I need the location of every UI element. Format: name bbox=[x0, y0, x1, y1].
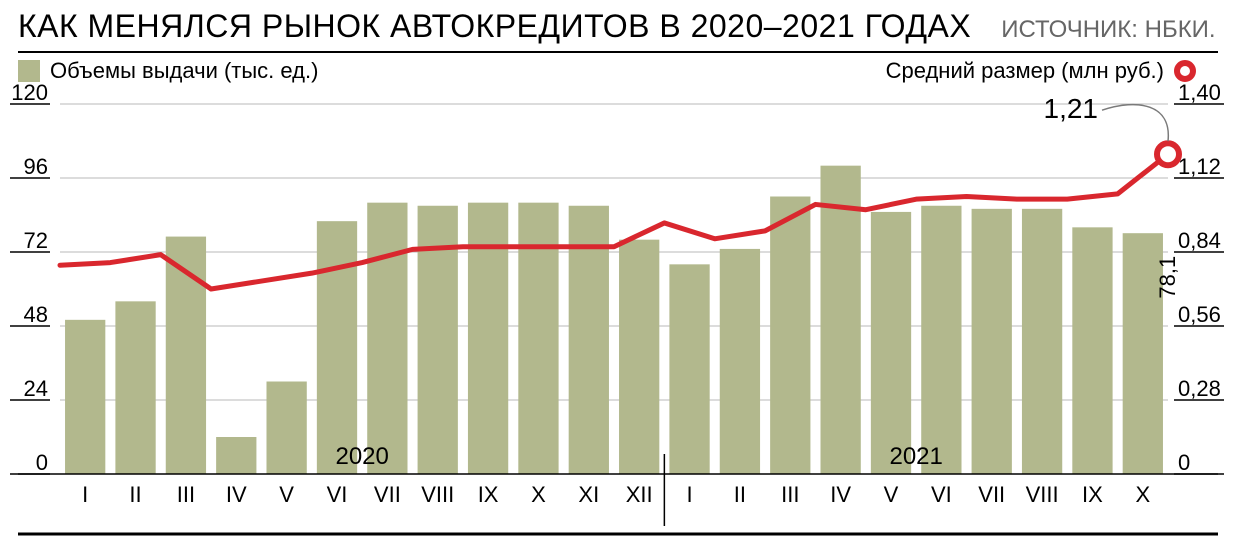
x-category-label: I bbox=[82, 482, 88, 507]
x-category-label: III bbox=[781, 482, 799, 507]
bar bbox=[820, 166, 860, 474]
yleft-tick-label: 96 bbox=[24, 154, 48, 179]
bar bbox=[518, 203, 558, 474]
x-category-label: XII bbox=[626, 482, 653, 507]
bar bbox=[1072, 227, 1112, 474]
x-category-label: V bbox=[279, 482, 294, 507]
x-category-label: IV bbox=[830, 482, 851, 507]
x-category-label: III bbox=[177, 482, 195, 507]
line-end-marker-icon bbox=[1157, 143, 1179, 165]
x-category-label: X bbox=[1135, 482, 1150, 507]
x-category-label: II bbox=[129, 482, 141, 507]
x-category-label: II bbox=[734, 482, 746, 507]
bar bbox=[871, 212, 911, 474]
yright-tick-label: 0,84 bbox=[1178, 228, 1221, 253]
year-label-right: 2021 bbox=[889, 443, 942, 470]
yright-tick-label: 0,56 bbox=[1178, 302, 1221, 327]
x-category-label: V bbox=[884, 482, 899, 507]
x-category-label: XI bbox=[578, 482, 599, 507]
x-category-label: IX bbox=[478, 482, 499, 507]
bar bbox=[619, 240, 659, 474]
chart-root: КАК МЕНЯЛСЯ РЫНОК АВТОКРЕДИТОВ В 2020–20… bbox=[0, 0, 1236, 543]
yright-tick-label: 1,40 bbox=[1178, 80, 1221, 105]
x-category-label: I bbox=[686, 482, 692, 507]
bar bbox=[720, 249, 760, 474]
bar bbox=[669, 264, 709, 474]
bar bbox=[468, 203, 508, 474]
bar bbox=[1022, 209, 1062, 474]
yleft-tick-label: 72 bbox=[24, 228, 48, 253]
bar bbox=[216, 437, 256, 474]
bar bbox=[972, 209, 1012, 474]
bar bbox=[65, 320, 105, 474]
x-category-label: VIII bbox=[421, 482, 454, 507]
year-label-left: 2020 bbox=[335, 443, 388, 470]
yright-tick-label: 1,12 bbox=[1178, 154, 1221, 179]
x-category-label: VI bbox=[327, 482, 348, 507]
x-category-label: VII bbox=[374, 482, 401, 507]
line-callout-label: 1,21 bbox=[1044, 93, 1099, 124]
bar bbox=[367, 203, 407, 474]
yleft-tick-label: 48 bbox=[24, 302, 48, 327]
chart-svg: 00240,28480,56720,84961,121201,40IIIIIII… bbox=[0, 0, 1236, 543]
x-category-label: VIII bbox=[1026, 482, 1059, 507]
x-category-label: IX bbox=[1082, 482, 1103, 507]
yright-tick-label: 0 bbox=[1178, 450, 1190, 475]
yright-tick-label: 0,28 bbox=[1178, 376, 1221, 401]
bar bbox=[921, 206, 961, 474]
bar bbox=[266, 382, 306, 475]
yleft-tick-label: 120 bbox=[11, 80, 48, 105]
bar bbox=[770, 197, 810, 475]
x-category-label: VI bbox=[931, 482, 952, 507]
bar bbox=[115, 301, 155, 474]
x-category-label: X bbox=[531, 482, 546, 507]
bar bbox=[317, 221, 357, 474]
yleft-tick-label: 24 bbox=[24, 376, 48, 401]
x-category-label: VII bbox=[978, 482, 1005, 507]
callout-leader bbox=[1102, 105, 1168, 142]
last-bar-value-label: 78,1 bbox=[1155, 256, 1180, 299]
x-category-label: IV bbox=[226, 482, 247, 507]
yleft-tick-label: 0 bbox=[36, 450, 48, 475]
